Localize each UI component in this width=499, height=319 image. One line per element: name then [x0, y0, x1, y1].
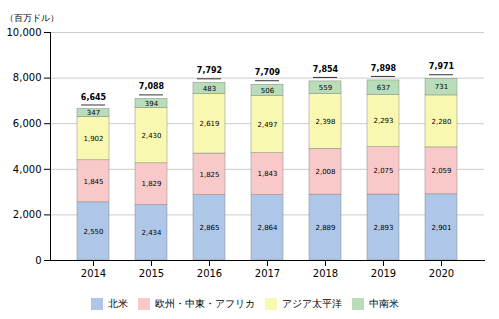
svg-text:1,843: 1,843	[257, 170, 277, 178]
svg-text:2,000: 2,000	[13, 209, 42, 220]
svg-text:8,000: 8,000	[13, 72, 42, 83]
svg-text:2015: 2015	[139, 268, 164, 279]
svg-text:7,792: 7,792	[197, 66, 222, 75]
svg-text:2,865: 2,865	[199, 224, 219, 232]
svg-text:7,854: 7,854	[313, 65, 339, 74]
svg-text:2016: 2016	[197, 268, 222, 279]
svg-text:394: 394	[145, 100, 159, 108]
svg-text:2,889: 2,889	[315, 224, 335, 232]
svg-text:506: 506	[261, 87, 275, 95]
svg-text:731: 731	[435, 83, 448, 91]
svg-text:2,398: 2,398	[315, 118, 335, 126]
svg-text:2,434: 2,434	[141, 229, 162, 237]
svg-text:2,619: 2,619	[199, 120, 219, 128]
svg-text:483: 483	[203, 85, 216, 93]
svg-text:2019: 2019	[371, 268, 396, 279]
svg-text:559: 559	[319, 84, 332, 92]
svg-text:7,971: 7,971	[429, 62, 455, 71]
svg-text:0: 0	[35, 255, 41, 266]
svg-text:2014: 2014	[81, 268, 106, 279]
html-text:アジア太平洋: アジア太平洋	[281, 297, 342, 309]
svg-text:347: 347	[87, 109, 100, 117]
svg-text:2,075: 2,075	[373, 167, 393, 175]
svg-text:2,893: 2,893	[373, 224, 393, 232]
svg-text:1,825: 1,825	[199, 171, 219, 179]
svg-text:（百万ドル）: （百万ドル）	[5, 13, 59, 23]
svg-text:7,709: 7,709	[255, 68, 281, 77]
svg-text:2020: 2020	[429, 268, 454, 279]
svg-text:2,293: 2,293	[373, 117, 393, 125]
svg-text:2,901: 2,901	[431, 224, 451, 232]
svg-text:2,550: 2,550	[83, 228, 103, 236]
svg-text:7,898: 7,898	[371, 64, 397, 73]
html-text:中南米: 中南米	[368, 297, 399, 309]
svg-text:2,497: 2,497	[257, 121, 277, 129]
svg-text:1,845: 1,845	[83, 178, 103, 186]
html-text:北米: 北米	[107, 297, 128, 309]
svg-text:2018: 2018	[313, 268, 338, 279]
svg-text:2,059: 2,059	[431, 167, 451, 175]
svg-text:2017: 2017	[255, 268, 280, 279]
svg-text:2,430: 2,430	[141, 132, 161, 140]
html-text:欧州・中東・アフリカ: 欧州・中東・アフリカ	[154, 297, 255, 309]
svg-text:1,902: 1,902	[83, 135, 103, 143]
svg-text:637: 637	[377, 84, 390, 92]
svg-text:7,088: 7,088	[139, 82, 165, 91]
svg-text:4,000: 4,000	[13, 164, 42, 175]
svg-text:10,000: 10,000	[7, 27, 42, 38]
svg-text:2,008: 2,008	[315, 168, 335, 176]
svg-text:2,280: 2,280	[431, 118, 451, 126]
svg-text:1,829: 1,829	[141, 180, 161, 188]
svg-text:6,645: 6,645	[81, 93, 107, 102]
svg-text:6,000: 6,000	[13, 118, 42, 129]
svg-text:2,864: 2,864	[257, 224, 278, 232]
